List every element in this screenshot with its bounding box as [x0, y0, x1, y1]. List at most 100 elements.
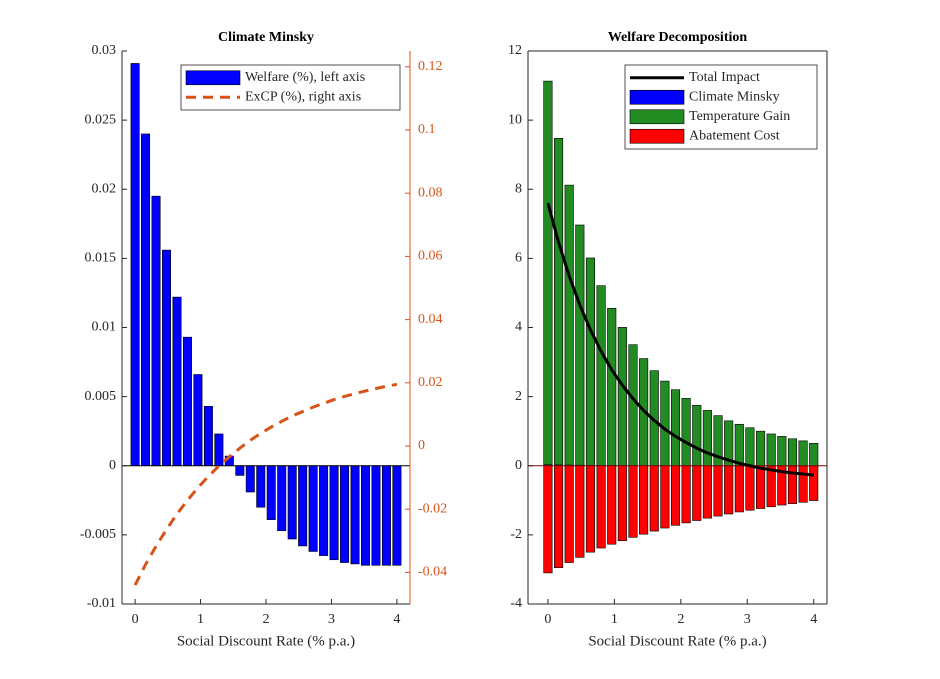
bar — [702, 410, 712, 467]
y2-tick-label: 0.1 — [418, 122, 436, 137]
bar — [554, 138, 564, 466]
bar — [585, 257, 596, 466]
y-tick-label: 0.03 — [92, 43, 117, 58]
bar — [162, 249, 171, 467]
bar — [745, 427, 755, 467]
legend-swatch — [629, 89, 685, 105]
bar — [681, 398, 691, 467]
bar — [350, 465, 360, 565]
y2-tick-label: -0.02 — [418, 501, 447, 516]
y-tick-label: 0.025 — [85, 112, 117, 127]
y-tick-label: 6 — [515, 251, 522, 266]
bar — [607, 465, 617, 545]
bar — [596, 285, 606, 466]
bar — [766, 433, 776, 467]
y-tick-label: 4 — [515, 320, 522, 335]
bar — [381, 465, 391, 566]
bar — [575, 224, 585, 466]
bar — [329, 465, 339, 561]
y-tick-label: 0 — [109, 458, 116, 473]
bar — [575, 465, 585, 558]
bar — [319, 465, 329, 556]
legend-label: Abatement Cost — [689, 128, 780, 143]
bar — [787, 438, 798, 467]
y-tick-label: 0.01 — [92, 320, 117, 335]
bar — [798, 440, 808, 467]
bar — [628, 465, 638, 538]
x-tick-label: 3 — [744, 612, 751, 627]
x-axis-label: Social Discount Rate (% p.a.) — [177, 633, 355, 649]
x-tick-label: 2 — [677, 612, 684, 627]
y2-tick-label: 0.04 — [418, 312, 443, 327]
bar — [245, 465, 255, 493]
y-tick-label: -4 — [510, 596, 522, 611]
bar — [681, 465, 691, 524]
y2-tick-label: 0.02 — [418, 375, 443, 390]
bar — [277, 465, 287, 532]
bar — [340, 465, 350, 563]
bar — [798, 465, 808, 503]
y-tick-label: 8 — [515, 181, 522, 196]
bar — [660, 380, 670, 467]
bar — [639, 465, 649, 535]
legend-label: Welfare (%), left axis — [245, 70, 365, 85]
bar — [617, 327, 627, 466]
bar — [287, 465, 297, 540]
y2-tick-label: 0.08 — [418, 185, 443, 200]
legend-label: ExCP (%), right axis — [245, 89, 361, 104]
bar — [734, 465, 744, 513]
legend-swatch — [629, 128, 685, 144]
bar — [203, 406, 213, 467]
bar — [766, 465, 776, 508]
y-tick-label: 0.015 — [85, 251, 117, 266]
x-tick-label: 3 — [328, 612, 335, 627]
bar — [660, 465, 670, 529]
x-tick-label: 1 — [611, 612, 618, 627]
legend-label: Total Impact — [689, 70, 760, 85]
bar — [702, 465, 712, 519]
bar — [692, 404, 702, 467]
bar — [564, 184, 574, 466]
chart-title: Climate Minsky — [218, 30, 314, 45]
bar — [745, 465, 755, 511]
bar — [809, 442, 819, 467]
bar — [554, 465, 564, 569]
x-tick-label: 4 — [393, 612, 400, 627]
bar — [564, 465, 574, 563]
line — [546, 202, 814, 477]
x-tick-label: 0 — [132, 612, 139, 627]
bar — [182, 336, 192, 467]
y-tick-label: -2 — [510, 527, 522, 542]
bar — [713, 465, 723, 517]
y-tick-label: -0.005 — [80, 527, 116, 542]
line — [133, 382, 398, 586]
bar — [692, 465, 702, 521]
y2-tick-label: 0.06 — [418, 249, 443, 264]
legend-swatch — [629, 109, 685, 125]
x-tick-label: 2 — [263, 612, 270, 627]
bar — [607, 307, 617, 466]
bar — [151, 195, 161, 467]
legend-label: Temperature Gain — [689, 109, 790, 124]
bar — [214, 433, 224, 467]
bar — [724, 465, 734, 515]
bar — [756, 465, 766, 509]
bar — [308, 465, 318, 552]
bar — [141, 133, 151, 467]
bar — [172, 296, 182, 467]
bar — [392, 465, 402, 566]
y-tick-label: 10 — [508, 112, 522, 127]
bar — [777, 436, 787, 467]
bar — [617, 465, 627, 542]
bar — [130, 63, 140, 467]
x-tick-label: 1 — [197, 612, 204, 627]
bar — [734, 423, 744, 467]
bar — [596, 465, 606, 549]
legend-label: Climate Minsky — [689, 89, 780, 104]
bar — [585, 465, 596, 553]
y2-tick-label: 0.12 — [418, 59, 443, 74]
bar — [670, 465, 681, 526]
x-tick-label: 4 — [810, 612, 817, 627]
y-tick-label: 0.02 — [92, 181, 117, 196]
